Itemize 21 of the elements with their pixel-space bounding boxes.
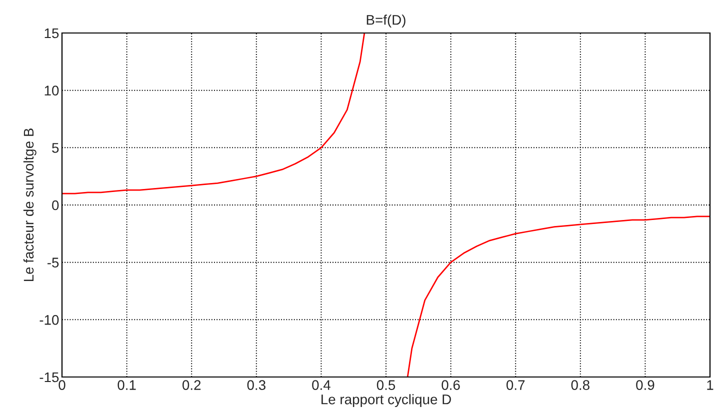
y-tick-label: -10	[40, 315, 59, 325]
x-tick-label: 1	[707, 380, 714, 390]
x-tick-label: 0.6	[442, 380, 460, 390]
x-tick-label: 0.1	[118, 380, 136, 390]
x-tick-label: 0.2	[182, 380, 201, 390]
chart-title: B=f(D)	[366, 14, 406, 28]
y-tick-label: -15	[40, 372, 59, 382]
x-tick-label: 0.8	[571, 380, 590, 390]
x-tick-label: 0.4	[312, 380, 330, 390]
x-tick-label: 0.7	[506, 380, 525, 390]
y-axis-title: Le facteur de survoltge B	[23, 128, 36, 282]
x-tick-label: 0	[58, 380, 66, 390]
x-axis-title: Le rapport cyclique D	[322, 394, 451, 408]
x-tick-label: 0.9	[636, 380, 654, 390]
y-tick-label: 10	[44, 86, 59, 96]
x-tick-label: 0.3	[247, 380, 266, 390]
x-tick-label: 0.5	[376, 380, 396, 390]
y-tick-label: -5	[47, 258, 59, 268]
y-tick-label: 0	[52, 200, 59, 210]
y-tick-label: 15	[44, 28, 59, 38]
y-tick-label: 5	[52, 143, 59, 153]
